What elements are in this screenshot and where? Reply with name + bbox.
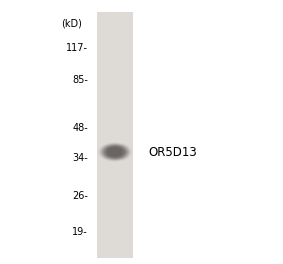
Ellipse shape <box>107 148 123 157</box>
Ellipse shape <box>113 151 117 153</box>
Ellipse shape <box>114 152 116 153</box>
Ellipse shape <box>110 149 119 154</box>
Text: 85-: 85- <box>72 75 88 85</box>
Ellipse shape <box>104 146 126 158</box>
Ellipse shape <box>100 144 129 160</box>
Ellipse shape <box>102 144 128 159</box>
Bar <box>97 12 133 258</box>
Text: (kD): (kD) <box>61 18 82 28</box>
Text: 19-: 19- <box>72 227 88 237</box>
Text: 117-: 117- <box>66 43 88 53</box>
Text: OR5D13: OR5D13 <box>148 145 197 158</box>
Text: 26-: 26- <box>72 191 88 201</box>
Ellipse shape <box>106 147 124 157</box>
Ellipse shape <box>105 147 125 158</box>
Ellipse shape <box>109 148 121 155</box>
Ellipse shape <box>112 150 118 153</box>
Ellipse shape <box>103 145 127 158</box>
Ellipse shape <box>102 145 128 159</box>
Ellipse shape <box>112 150 119 154</box>
Ellipse shape <box>110 149 120 155</box>
Text: 48-: 48- <box>72 123 88 133</box>
Ellipse shape <box>108 148 122 156</box>
Text: 34-: 34- <box>72 153 88 163</box>
Ellipse shape <box>100 144 130 161</box>
